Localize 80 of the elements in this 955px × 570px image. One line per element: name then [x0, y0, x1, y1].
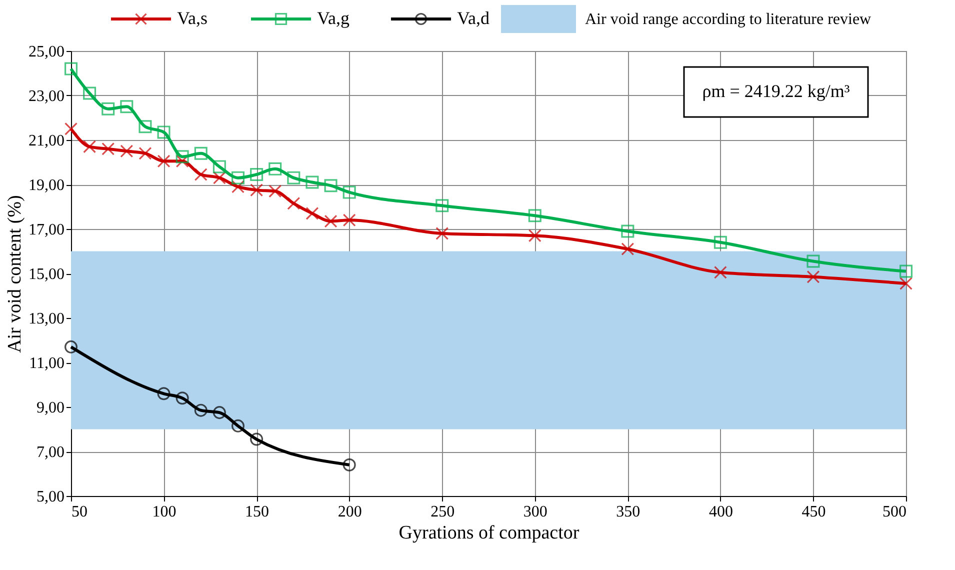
legend-label: Air void range according to literature review: [585, 11, 872, 28]
point: [900, 277, 912, 290]
y-tick-label: 13,00: [28, 310, 64, 328]
y-axis-title: Air void content (%): [4, 195, 26, 353]
point: [436, 226, 449, 240]
x-axis-title: Gyrations of compactor: [398, 522, 580, 544]
point: [83, 140, 96, 154]
point: [232, 180, 244, 194]
point: [250, 168, 264, 181]
legend-label: Va,d: [457, 8, 490, 28]
point: [342, 186, 356, 199]
point: [287, 196, 300, 210]
point: [194, 404, 208, 417]
point: [157, 126, 170, 139]
point: [342, 458, 356, 472]
point: [306, 176, 319, 189]
y-tick-label: 21,00: [28, 132, 64, 150]
point: [157, 154, 170, 168]
y-tick-label: 11,00: [29, 355, 64, 372]
point: [621, 224, 634, 238]
y-tick-label: 9,00: [36, 400, 64, 416]
x-tick-label: 250: [430, 504, 455, 520]
point: [342, 214, 356, 227]
point: [621, 242, 634, 256]
x-tick-label: 300: [523, 504, 548, 520]
y-tick-label: 7,00: [36, 444, 64, 461]
point: [176, 150, 189, 164]
point: [806, 254, 820, 268]
annotation: ρm = 2419.22 kg/m³: [702, 81, 850, 101]
y-tick-label: 25,00: [28, 44, 64, 60]
y-tick-label: 5,00: [36, 488, 64, 506]
point: [436, 199, 449, 212]
x-tick-label: 350: [616, 504, 640, 520]
point: [212, 171, 226, 184]
point: [212, 160, 226, 174]
x-tick-label: 200: [338, 504, 362, 520]
point: [232, 171, 244, 184]
x-tick-label: 450: [802, 504, 826, 520]
legend-label: Va,g: [317, 8, 350, 28]
point: [306, 206, 319, 220]
y-tick-label: 19,00: [28, 177, 64, 194]
point: [64, 340, 78, 354]
x-tick-label: 50: [72, 504, 88, 520]
point: [268, 184, 282, 198]
x-tick-label: 500: [882, 504, 906, 520]
point: [176, 154, 189, 168]
point: [287, 171, 300, 184]
legend-label: Va,s: [177, 8, 208, 28]
point: [900, 264, 912, 278]
point: [806, 270, 820, 284]
point: [250, 184, 264, 197]
point: [250, 432, 264, 446]
point: [714, 236, 727, 249]
point: [268, 162, 282, 176]
y-tick-label: 23,00: [28, 88, 64, 105]
point: [324, 179, 338, 192]
point: [194, 146, 208, 160]
point: [232, 419, 244, 432]
point: [324, 214, 338, 228]
point: [120, 100, 134, 114]
point: [102, 102, 115, 116]
point: [64, 62, 78, 76]
point: [64, 122, 78, 136]
point: [138, 146, 152, 160]
point: [194, 168, 208, 181]
x-tick-label: 400: [708, 504, 733, 520]
point: [212, 406, 226, 420]
y-tick-label: 15,00: [28, 266, 64, 283]
point: [120, 144, 134, 158]
x-tick-label: 100: [152, 504, 176, 520]
point: [176, 392, 189, 405]
point: [528, 229, 542, 242]
y-tick-label: 17,00: [28, 222, 64, 238]
point: [83, 86, 96, 100]
point: [714, 266, 727, 279]
point: [138, 120, 152, 134]
point: [528, 209, 542, 222]
point: [102, 142, 115, 156]
point: [157, 387, 170, 400]
x-tick-label: 150: [245, 504, 270, 520]
